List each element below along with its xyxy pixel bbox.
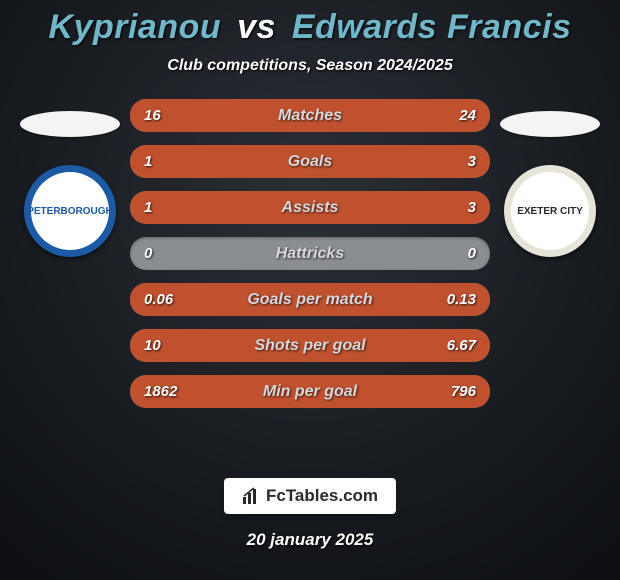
stat-value-right: 0	[468, 245, 476, 262]
stat-value-right: 3	[468, 199, 476, 216]
right-side: EXETER CITY	[490, 99, 610, 257]
bars-icon	[242, 487, 260, 505]
title-player1: Kyprianou	[49, 8, 222, 46]
title-player2: Edwards Francis	[292, 8, 572, 46]
main-comparison: PETERBOROUGH Matches 16 24 Goals 1 3 Assists 1 3…	[0, 99, 620, 464]
stat-label: Shots per goal	[254, 337, 365, 355]
stat-value-right: 6.67	[447, 337, 476, 354]
stat-value-left: 0	[144, 245, 152, 262]
stat-row: Min per goal 1862 796	[130, 375, 490, 408]
page-title: Kyprianou vs Edwards Francis	[49, 8, 572, 47]
stat-label: Goals per match	[247, 291, 372, 309]
stat-value-left: 0.06	[144, 291, 173, 308]
stat-value-right: 796	[451, 383, 476, 400]
watermark: FcTables.com	[224, 478, 396, 514]
stat-row: Shots per goal 10 6.67	[130, 329, 490, 362]
club-crest-left: PETERBOROUGH	[24, 165, 116, 257]
stat-fill-right	[220, 191, 490, 224]
crest-left-label: PETERBOROUGH	[31, 172, 109, 250]
stat-label: Hattricks	[276, 245, 344, 263]
stat-label: Min per goal	[263, 383, 357, 401]
stat-value-right: 24	[459, 107, 476, 124]
footer: FcTables.com 20 january 2025	[224, 464, 396, 550]
stat-row: Matches 16 24	[130, 99, 490, 132]
stat-value-left: 1	[144, 199, 152, 216]
title-vs: vs	[237, 8, 276, 46]
flag-right	[500, 111, 600, 137]
crest-right-label: EXETER CITY	[511, 172, 589, 250]
subtitle: Club competitions, Season 2024/2025	[167, 57, 452, 75]
stat-value-left: 16	[144, 107, 161, 124]
stat-row: Hattricks 0 0	[130, 237, 490, 270]
stat-row: Goals per match 0.06 0.13	[130, 283, 490, 316]
stat-label: Goals	[288, 153, 332, 171]
stat-value-left: 1	[144, 153, 152, 170]
watermark-text: FcTables.com	[266, 486, 378, 506]
stat-value-left: 10	[144, 337, 161, 354]
stat-label: Assists	[282, 199, 339, 217]
stat-row: Goals 1 3	[130, 145, 490, 178]
stat-value-left: 1862	[144, 383, 177, 400]
left-side: PETERBOROUGH	[10, 99, 130, 257]
stat-row: Assists 1 3	[130, 191, 490, 224]
stat-value-right: 0.13	[447, 291, 476, 308]
stat-value-right: 3	[468, 153, 476, 170]
date-label: 20 january 2025	[247, 530, 374, 550]
club-crest-right: EXETER CITY	[504, 165, 596, 257]
stat-fill-right	[220, 145, 490, 178]
stat-label: Matches	[278, 107, 342, 125]
stats-column: Matches 16 24 Goals 1 3 Assists 1 3 Hattricks 0 0 Go…	[130, 99, 490, 408]
flag-left	[20, 111, 120, 137]
